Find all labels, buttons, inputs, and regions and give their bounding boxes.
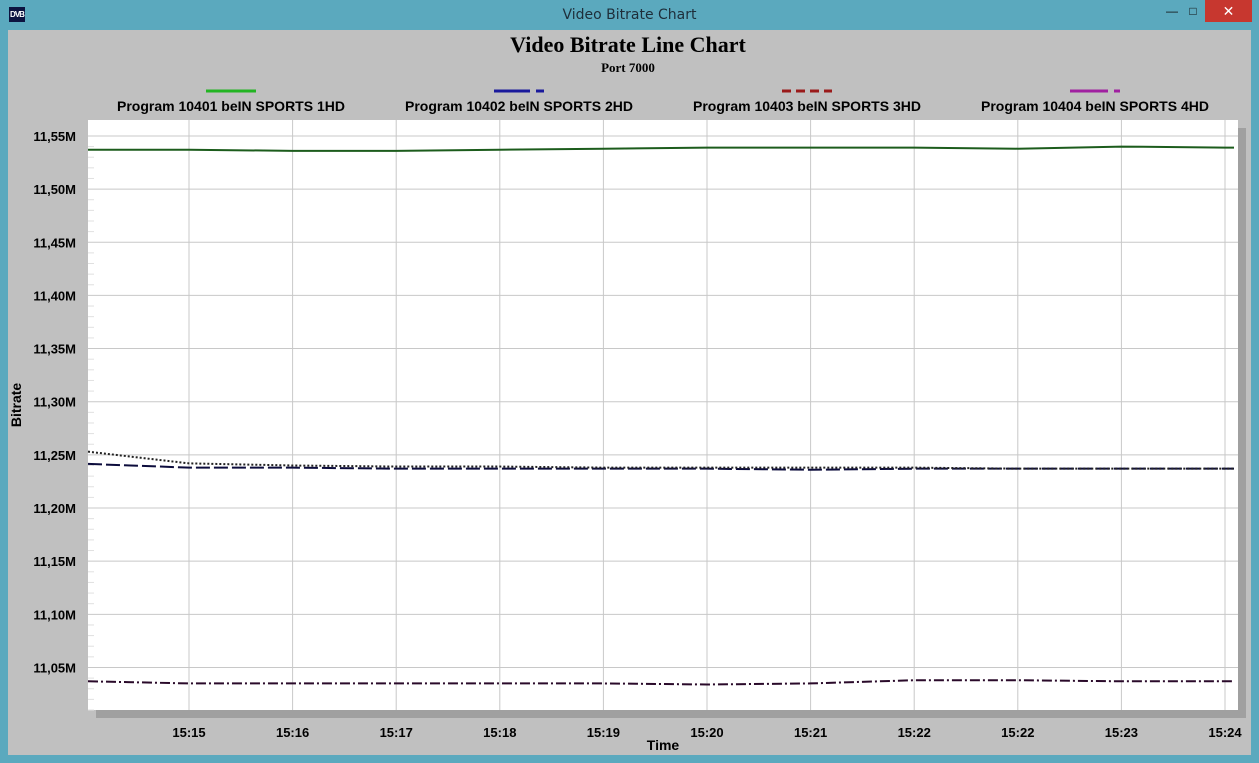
maximize-icon: □ [1189, 4, 1197, 18]
title-bar: DVB Video Bitrate Chart — □ ✕ [0, 0, 1259, 30]
y-tick-label: 11,50M [33, 182, 76, 197]
y-axis-label: Bitrate [8, 383, 24, 428]
y-tick-label: 11,35M [33, 342, 76, 357]
x-tick-label: 15:17 [380, 725, 413, 740]
series-line-4 [87, 679, 1234, 686]
app-icon: DVB [9, 7, 25, 22]
x-tick-label: 15:22 [1001, 725, 1034, 740]
bitrate-chart: Video Bitrate Line Chart Port 7000 Bitra… [8, 32, 1246, 753]
maximize-button[interactable]: □ [1180, 0, 1206, 22]
y-tick-label: 11,25M [33, 448, 76, 463]
minimize-icon: — [1166, 4, 1178, 18]
y-tick-label: 11,55M [33, 129, 76, 144]
plot-background [88, 120, 1238, 710]
legend-label-3: Program 10403 beIN SPORTS 3HD [693, 98, 921, 114]
close-icon: ✕ [1222, 3, 1235, 19]
x-tick-label: 15:24 [1208, 725, 1242, 740]
x-axis-label: Time [647, 737, 680, 753]
series-line-3 [87, 450, 1234, 470]
close-button[interactable]: ✕ [1205, 0, 1252, 22]
y-tick-label: 11,45M [33, 235, 76, 250]
y-tick-label: 11,05M [33, 660, 76, 675]
legend: Program 10401 beIN SPORTS 1HD Program 104… [117, 89, 1209, 114]
series-line-1 [88, 145, 1234, 152]
x-tick-label: 15:19 [587, 725, 620, 740]
x-tick-label: 15:22 [898, 725, 931, 740]
x-tick-label: 15:20 [690, 725, 723, 740]
y-tick-label: 11,15M [33, 554, 76, 569]
plot-area: 11,05M 11,10M 11,15M 11,20M 11,25M 11,30M 11,3… [33, 120, 1246, 740]
y-tick-label: 11,20M [33, 501, 76, 516]
window-title: Video Bitrate Chart [562, 7, 697, 23]
x-tick-label: 15:18 [483, 725, 516, 740]
chart-subtitle: Port 7000 [601, 60, 655, 75]
x-tick-label: 15:23 [1105, 725, 1138, 740]
x-tick-label: 15:16 [276, 725, 309, 740]
x-tick-label: 15:21 [794, 725, 827, 740]
legend-label-1: Program 10401 beIN SPORTS 1HD [117, 98, 345, 114]
x-tick-label: 15:15 [172, 725, 205, 740]
minimize-button[interactable]: — [1158, 0, 1186, 22]
y-tick-label: 11,10M [33, 607, 76, 622]
legend-label-2: Program 10402 beIN SPORTS 2HD [405, 98, 633, 114]
series-line-2 [87, 462, 1234, 471]
chart-title: Video Bitrate Line Chart [510, 32, 746, 57]
chart-window-client: Video Bitrate Line Chart Port 7000 Bitra… [8, 30, 1251, 755]
y-tick-label: 11,30M [33, 395, 76, 410]
y-tick-label: 11,40M [33, 288, 76, 303]
legend-label-4: Program 10404 beIN SPORTS 4HD [981, 98, 1209, 114]
